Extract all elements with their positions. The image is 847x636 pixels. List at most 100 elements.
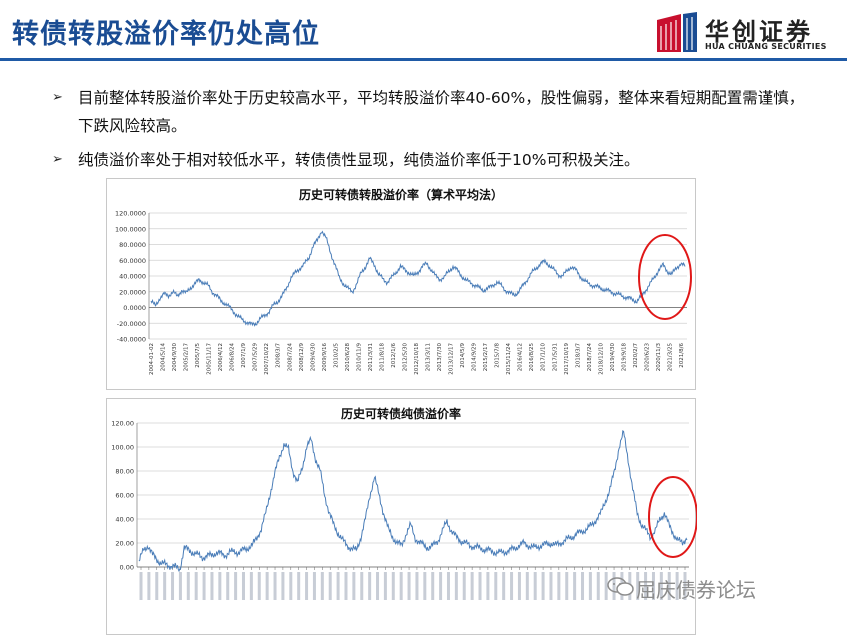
wechat-icon [607, 577, 634, 596]
y-tick-label: 100.0000 [115, 225, 146, 233]
x-tick-label [415, 572, 419, 600]
x-tick-label [163, 572, 167, 600]
x-tick-label [360, 572, 364, 600]
series-line [138, 430, 688, 573]
y-tick-label: 40.00 [115, 516, 134, 524]
x-tick-label [486, 572, 490, 600]
bullet-text: 纯债溢价率处于相对较低水平，转债债性显现，纯债溢价率低于10%可积极关注。 [78, 151, 640, 169]
x-tick-label [178, 572, 182, 600]
x-tick-label [352, 572, 356, 600]
x-tick-label: 2012/10/18 [414, 343, 420, 375]
x-tick-label [305, 572, 309, 600]
x-tick-label [249, 572, 253, 600]
x-tick-label [549, 572, 553, 600]
x-tick-label: 2019/9/18 [621, 343, 627, 372]
y-tick-label: 120.00 [111, 420, 134, 428]
x-tick-label: 2013/7/30 [437, 343, 443, 372]
y-tick-label: 0.00 [120, 564, 134, 572]
chart-conversion-premium: 历史可转债转股溢价率（算术平均法） 120.0000 100.0000 80.000… [106, 178, 696, 390]
x-tick-label [320, 572, 324, 600]
x-tick-label [155, 572, 159, 600]
x-tick-label: 2013/12/17 [449, 343, 455, 375]
bullet-text: 目前整体转股溢价率处于历史较高水平，平均转股溢价率40-60%，股性偏弱，整体来… [78, 89, 805, 135]
x-tick-label [257, 572, 261, 600]
x-tick-label [581, 572, 585, 600]
x-tick-label [407, 572, 411, 600]
x-tick-label: 2021/8/6 [679, 343, 685, 368]
x-tick-label [241, 572, 245, 600]
x-tick-label [391, 572, 395, 600]
y-tick-label: 20.00 [115, 540, 134, 548]
x-tick-label [281, 572, 285, 600]
x-tick-label: 2005/7/5 [195, 343, 201, 368]
x-tick-label: 2004/9/30 [172, 343, 178, 372]
chart-bond-premium: 历史可转债纯债溢价率 120.00 100.00 80.00 60.00 40.00 20… [106, 398, 697, 635]
x-tick-label: 2018/12/10 [598, 343, 604, 375]
x-tick-label [565, 572, 569, 600]
bullet-list: ➢ 目前整体转股溢价率处于历史较高水平，平均转股溢价率40-60%，股性偏弱，整… [52, 84, 812, 174]
x-tick-label: 2005/11/17 [207, 343, 213, 375]
x-tick-label [194, 572, 198, 600]
x-tick-label [636, 572, 640, 600]
y-tick-label: 60.0000 [119, 257, 146, 265]
x-tick-label [328, 572, 332, 600]
x-tick-label [588, 572, 592, 600]
y-tick-label: 120.0000 [115, 210, 146, 218]
x-tick-label [273, 572, 277, 600]
x-tick-label [399, 572, 403, 600]
x-tick-label [171, 572, 175, 600]
x-tick-label: 2012/1/6 [391, 343, 397, 368]
x-tick-label: 2005/2/17 [184, 343, 190, 372]
x-tick-label [541, 572, 545, 600]
y-tick-label: 0.0000 [123, 304, 146, 312]
x-tick-label: 2004/5/14 [161, 343, 167, 372]
y-tick-label: 80.0000 [119, 241, 146, 249]
x-tick-label: 2020/11/3 [656, 343, 662, 372]
x-tick-label [439, 572, 443, 600]
bullet-arrow-icon: ➢ [52, 152, 63, 167]
x-tick-label: 2021/3/25 [667, 343, 673, 372]
x-tick-label: 2016/8/25 [529, 343, 535, 372]
x-tick-label: 2007/5/29 [253, 343, 259, 372]
x-tick-label [683, 572, 687, 600]
x-tick-label: 2012/5/30 [402, 343, 408, 372]
x-tick-label [557, 572, 561, 600]
x-tick-label [612, 572, 616, 600]
x-tick-label: 2014/5/9 [460, 343, 466, 368]
x-tick-label [139, 572, 143, 600]
highlight-ellipse [638, 234, 692, 320]
x-tick-label: 2010/6/28 [345, 343, 351, 372]
x-tick-label [478, 572, 482, 600]
y-tick-label: 40.0000 [119, 273, 146, 281]
x-tick-label [510, 572, 514, 600]
x-tick-label [234, 572, 238, 600]
x-tick-label [431, 572, 435, 600]
x-tick-label [226, 572, 230, 600]
title-divider [0, 58, 847, 61]
x-tick-label: 2020/2/7 [633, 343, 639, 368]
x-tick-label: 2019/4/30 [610, 343, 616, 372]
x-tick-label [147, 572, 151, 600]
x-tick-label [423, 572, 427, 600]
x-tick-label: 2015/7/8 [495, 343, 501, 368]
x-tick-label [596, 572, 600, 600]
company-logo: 华创证券 HUA CHUANG SECURITIES [655, 12, 835, 54]
x-tick-label [368, 572, 372, 600]
x-tick-label [644, 572, 648, 600]
watermark-text: 屈庆债券论坛 [636, 578, 756, 602]
y-tick-label: 100.00 [111, 444, 134, 452]
x-tick-label: 2008/12/9 [299, 343, 305, 372]
x-tick-label [210, 572, 214, 600]
x-tick-label [383, 572, 387, 600]
y-tick-label: -40.0000 [117, 336, 146, 344]
x-tick-label [218, 572, 222, 600]
bullet-item: ➢ 目前整体转股溢价率处于历史较高水平，平均转股溢价率40-60%，股性偏弱，整… [52, 84, 812, 140]
x-tick-label [659, 572, 663, 600]
x-tick-label: 2018/7/24 [587, 343, 593, 372]
x-tick-label: 2011/3/31 [368, 343, 374, 371]
x-tick-label: 2008/3/7 [276, 343, 282, 368]
series-line [150, 230, 686, 327]
y-tick-label: -20.0000 [117, 320, 146, 328]
chart-canvas: 120.0000 100.0000 80.0000 60.0000 40.0000 20.… [115, 210, 692, 375]
x-tick-label: 2018/3/7 [575, 343, 581, 368]
